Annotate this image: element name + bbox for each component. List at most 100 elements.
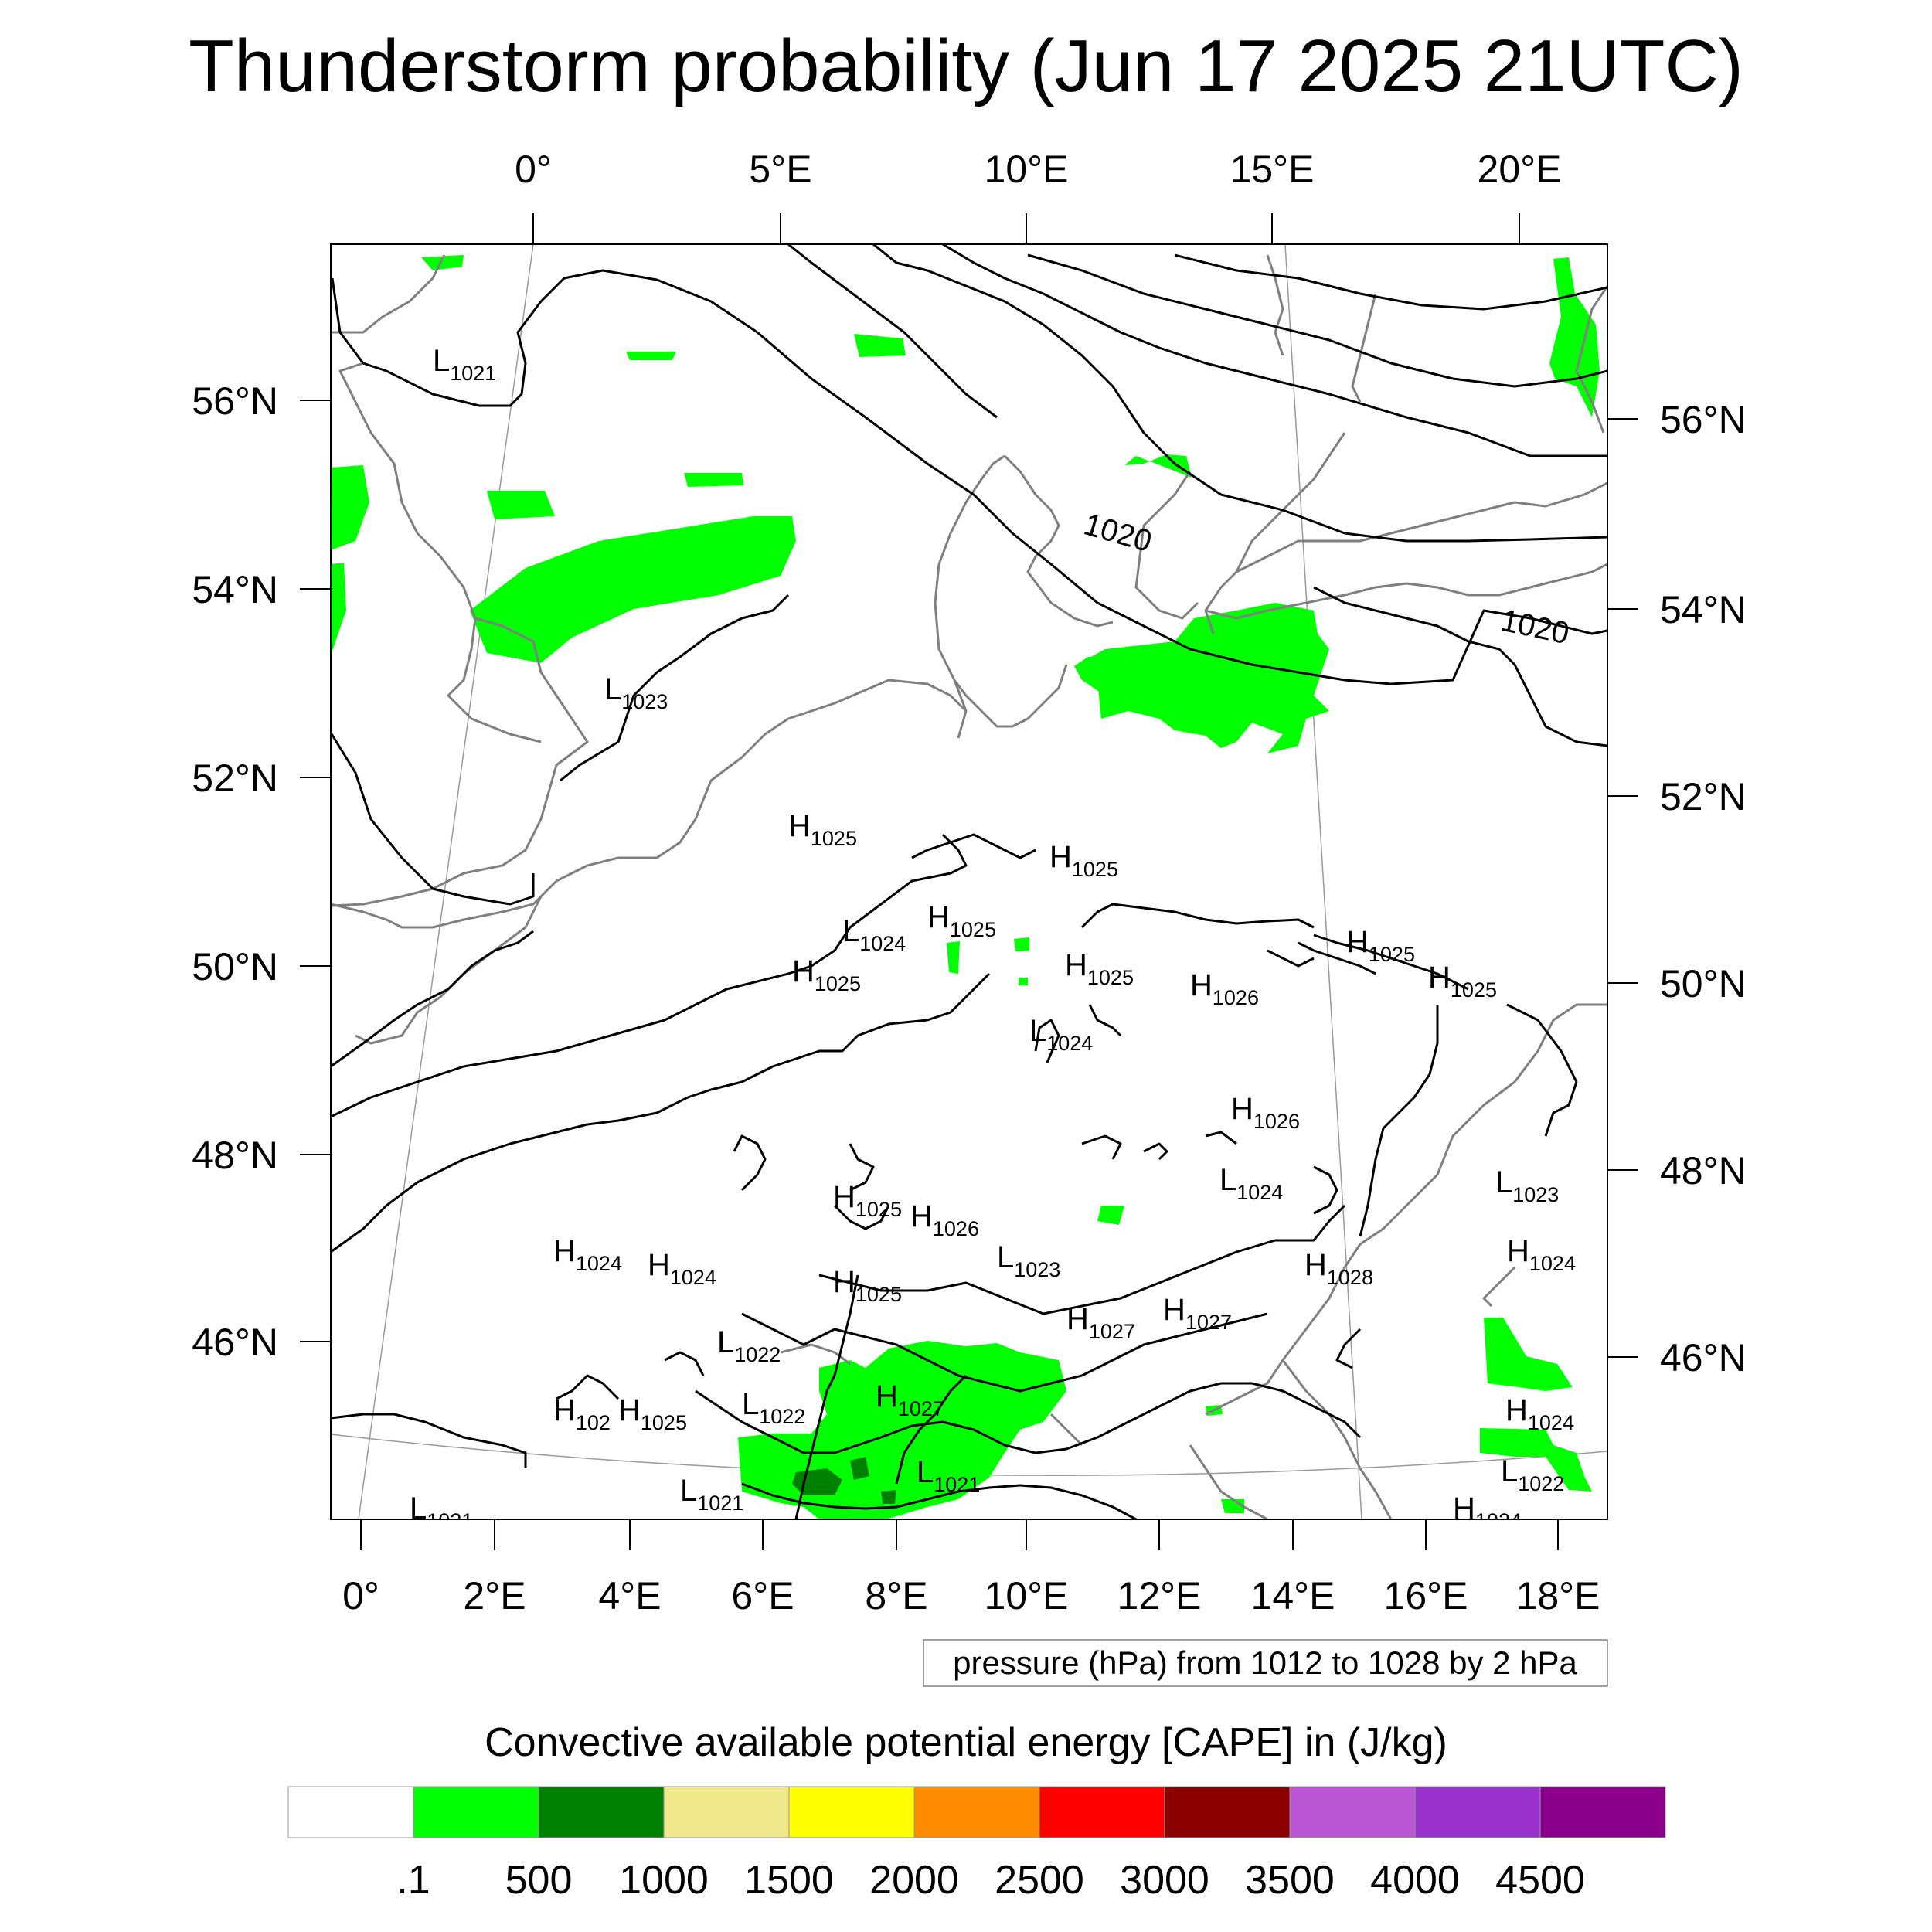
lon-label: 10°E — [985, 148, 1069, 191]
colorbar-label: .1 — [396, 1858, 430, 1903]
high-pressure-label: H1026 — [1231, 1092, 1300, 1133]
colorbar-title: Convective available potential energy [C… — [485, 1720, 1447, 1765]
lon-label: 20°E — [1478, 148, 1562, 191]
high-pressure-label: H1024 — [1505, 1393, 1574, 1434]
lat-label: 54°N — [1660, 588, 1747, 631]
map-title: Thunderstorm probability (Jun 17 2025 21… — [189, 25, 1743, 107]
colorbar-label: 4500 — [1495, 1858, 1585, 1903]
coastlines — [331, 254, 1607, 1519]
colorbar-swatch — [663, 1786, 790, 1838]
colorbar-label: 4000 — [1370, 1858, 1460, 1903]
map-frame — [330, 243, 1608, 1520]
high-pressure-label: H1025 — [788, 809, 857, 850]
low-pressure-label: L1023 — [1495, 1165, 1559, 1206]
top-lon-labels: 0° 5°E 10°E 15°E 20°E — [515, 148, 1561, 191]
high-pressure-label: H1024 — [1453, 1492, 1522, 1532]
colorbar-swatch — [413, 1786, 539, 1838]
lon-label: 14°E — [1251, 1574, 1335, 1617]
lon-label: 16°E — [1384, 1574, 1468, 1617]
high-pressure-label: H1025 — [927, 900, 996, 941]
low-pressure-label: L1021 — [433, 344, 496, 385]
colorbar-swatch — [1289, 1786, 1416, 1838]
lon-label: 0° — [515, 148, 552, 191]
lon-label: 5°E — [749, 148, 811, 191]
tick-marks — [300, 213, 1638, 1550]
low-pressure-label: L1022 — [742, 1387, 805, 1428]
high-pressure-label: H1025 — [833, 1180, 902, 1221]
colorbar-label: 1500 — [744, 1858, 834, 1903]
contour-info: pressure (hPa) from 1012 to 1028 by 2 hP… — [953, 1645, 1577, 1681]
colorbar-swatch — [1039, 1786, 1165, 1838]
high-pressure-label: H102 — [553, 1393, 611, 1434]
lat-label: 52°N — [1660, 775, 1747, 818]
lon-label: 15°E — [1230, 148, 1315, 191]
high-pressure-label: H1025 — [1065, 948, 1134, 989]
low-pressure-label: L1022 — [1501, 1454, 1564, 1495]
low-pressure-label: L1024 — [842, 914, 906, 955]
high-pressure-label: H1024 — [553, 1234, 622, 1275]
cape-shading — [331, 255, 1600, 1519]
lat-label: 56°N — [1660, 398, 1747, 441]
high-pressure-label: H1028 — [1304, 1248, 1373, 1289]
lat-label: 46°N — [1660, 1336, 1747, 1379]
low-pressure-label: L1021 — [680, 1474, 743, 1515]
lon-label: 18°E — [1516, 1574, 1600, 1617]
pressure-centers: L1021L1023H1025H1025L1024H1025H1025H1025… — [410, 344, 1576, 1532]
colorbar: .1 500 1000 1500 2000 2500 3000 3500 4000 4500 — [287, 1786, 1666, 1903]
colorbar-swatch — [913, 1786, 1040, 1838]
high-pressure-label: H1025 — [792, 954, 861, 995]
low-pressure-label: L1023 — [604, 672, 668, 713]
lat-label: 46°N — [192, 1321, 278, 1364]
low-pressure-label: L1023 — [997, 1240, 1060, 1281]
colorbar-label: 500 — [505, 1858, 573, 1903]
high-pressure-label: H1025 — [1346, 925, 1415, 966]
lat-label: 50°N — [1660, 962, 1747, 1005]
high-pressure-label: H1027 — [876, 1379, 944, 1420]
high-pressure-label: H1026 — [910, 1199, 979, 1240]
isobar-labels: 1020 1020 — [1080, 507, 1573, 651]
high-pressure-label: H1025 — [1049, 840, 1118, 881]
high-pressure-label: H1025 — [618, 1393, 687, 1434]
cape-dark-shading — [792, 1457, 896, 1504]
colorbar-label: 3000 — [1120, 1858, 1209, 1903]
colorbar-swatch — [287, 1786, 414, 1838]
high-pressure-label: H1024 — [648, 1248, 716, 1289]
low-pressure-label: L1024 — [1219, 1163, 1283, 1204]
right-lat-labels: 56°N 54°N 52°N 50°N 48°N 46°N — [1660, 398, 1747, 1379]
colorbar-label: 1000 — [619, 1858, 709, 1903]
colorbar-swatch — [538, 1786, 665, 1838]
lon-label: 10°E — [985, 1574, 1069, 1617]
colorbar-swatch — [1414, 1786, 1541, 1838]
lat-label: 56°N — [192, 379, 278, 423]
colorbar-label: 2500 — [995, 1858, 1084, 1903]
lat-label: 54°N — [192, 568, 278, 611]
low-pressure-label: L1021 — [410, 1492, 473, 1532]
graticule — [331, 244, 1607, 1519]
low-pressure-label: L1021 — [917, 1455, 980, 1496]
lat-label: 50°N — [192, 945, 278, 988]
high-pressure-label: H1027 — [1066, 1302, 1135, 1343]
contour-info-box — [923, 1639, 1608, 1687]
lat-label: 48°N — [1660, 1149, 1747, 1192]
lon-label: 0° — [342, 1574, 379, 1617]
high-pressure-label: H1024 — [1507, 1234, 1576, 1275]
lon-label: 8°E — [865, 1574, 927, 1617]
low-pressure-label: L1024 — [1029, 1014, 1093, 1055]
colorbar-swatch — [1164, 1786, 1291, 1838]
left-lat-labels: 56°N 54°N 52°N 50°N 48°N 46°N — [192, 379, 278, 1364]
high-pressure-label: H1025 — [833, 1265, 902, 1306]
high-pressure-label: H1026 — [1190, 968, 1259, 1009]
isobars — [331, 244, 1607, 1519]
colorbar-swatch — [1539, 1786, 1666, 1838]
lat-label: 48°N — [192, 1134, 278, 1177]
isobar-label: 1020 — [1498, 604, 1572, 651]
lon-label: 2°E — [463, 1574, 526, 1617]
high-pressure-label: H1025 — [1428, 961, 1497, 1002]
colorbar-label: 2000 — [869, 1858, 959, 1903]
high-pressure-label: H1027 — [1163, 1293, 1232, 1334]
low-pressure-label: L1022 — [717, 1325, 781, 1366]
lat-label: 52°N — [192, 757, 278, 800]
colorbar-label: 3500 — [1245, 1858, 1335, 1903]
lon-label: 6°E — [731, 1574, 794, 1617]
